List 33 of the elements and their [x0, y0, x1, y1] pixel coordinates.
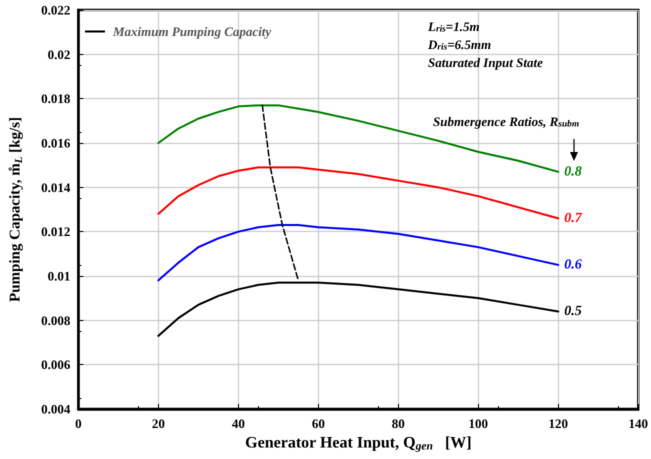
- x-tick-label: 0: [75, 416, 82, 431]
- x-tick-label: 20: [152, 416, 165, 431]
- y-tick-label: 0.018: [41, 91, 71, 106]
- x-tick-label: 40: [232, 416, 245, 431]
- line-series: [157, 104, 560, 173]
- y-tick-label: 0.02: [48, 46, 70, 62]
- line-series: [157, 224, 560, 282]
- x-tick-label: 80: [392, 416, 405, 431]
- x-tick-label: 100: [468, 416, 488, 431]
- series-label: 0.8: [564, 164, 582, 180]
- y-tick-label: 0.014: [41, 180, 71, 195]
- line-series: [157, 282, 560, 337]
- series-label: 0.7: [564, 210, 583, 226]
- y-tick-label: 0.022: [41, 2, 70, 18]
- x-tick-label: 120: [548, 416, 568, 431]
- y-tick-label: 0.008: [41, 312, 71, 328]
- y-tick-label: 0.006: [41, 357, 71, 372]
- y-tick-label: 0.01: [48, 268, 70, 284]
- x-tick-label: 140: [628, 416, 648, 431]
- annotation: Dris=6.5mm: [427, 37, 492, 52]
- annotation: Saturated Input State: [428, 55, 544, 70]
- series-label: 0.6: [564, 257, 582, 272]
- y-tick-label: 0.004: [41, 402, 71, 416]
- line-series: [157, 166, 560, 220]
- series-label: 0.5: [564, 304, 582, 319]
- y-tick-label: 0.016: [41, 136, 71, 150]
- y-tick-label: 0.012: [41, 224, 70, 240]
- line-series: [262, 104, 300, 282]
- legend-label: Maximum Pumping Capacity: [112, 24, 272, 39]
- annotation: Submergence Ratios, Rsubm: [433, 114, 580, 130]
- y-axis-title: Pumping Capacity, m̊L [kg/s]: [8, 117, 25, 302]
- x-tick-label: 60: [312, 416, 325, 431]
- annotation: Lris=1.5m: [427, 19, 480, 34]
